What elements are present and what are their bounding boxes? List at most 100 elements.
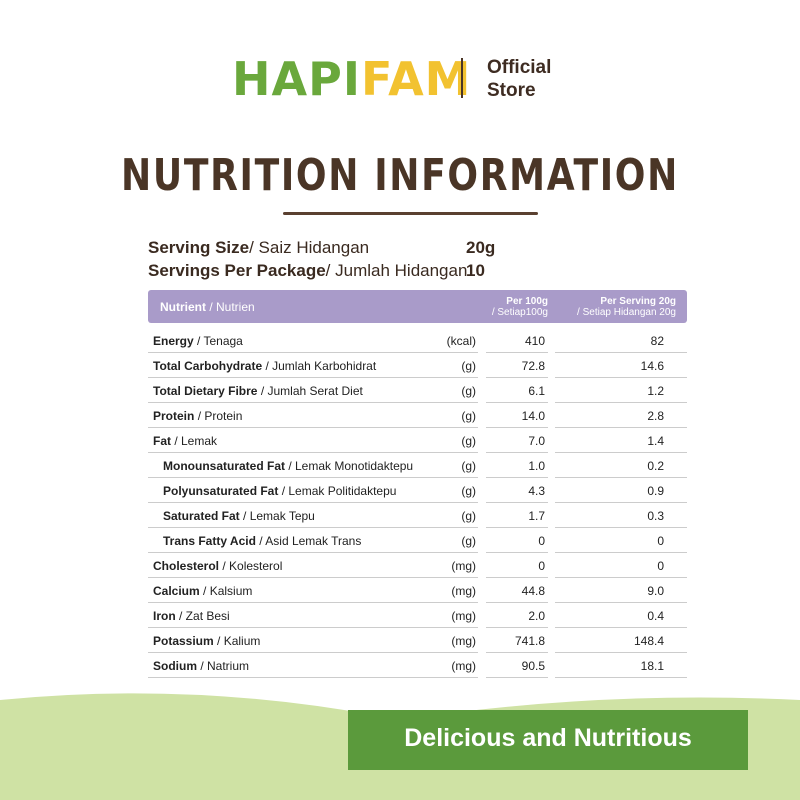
nutrient-name: Saturated Fat / Lemak Tepu: [163, 509, 315, 523]
row-line: [486, 652, 548, 653]
table-row: Total Carbohydrate / Jumlah Karbohidrat (…: [148, 353, 687, 378]
row-line: [148, 452, 478, 453]
nutrient-label: Protein: [153, 409, 195, 423]
nutrient-label-ms: / Kalsium: [203, 584, 253, 598]
nutrient-label-ms: / Kalium: [217, 634, 261, 648]
row-line: [486, 352, 548, 353]
title: NUTRITION INFORMATION: [121, 150, 679, 201]
row-line: [148, 402, 478, 403]
row-line: [148, 627, 478, 628]
nutrient-name: Total Dietary Fibre / Jumlah Serat Diet: [153, 384, 363, 398]
row-line: [555, 677, 687, 678]
store-line: Official: [487, 57, 552, 78]
unit: (mg): [451, 559, 476, 573]
unit: (g): [461, 384, 476, 398]
nutrient-label-ms: / Natrium: [200, 659, 250, 673]
serving-label-ms: / Saiz Hidangan: [249, 238, 370, 257]
per-100g: 1.7: [528, 509, 545, 523]
nutrient-label: Trans Fatty Acid: [163, 534, 256, 548]
nutrient-name: Fat / Lemak: [153, 434, 217, 448]
per-serving: 0.2: [647, 459, 664, 473]
unit: (mg): [451, 609, 476, 623]
table-row: Monounsaturated Fat / Lemak Monotidaktep…: [148, 453, 687, 478]
table-row: Iron / Zat Besi (mg) 2.0 0.4: [148, 603, 687, 628]
nutrient-label-ms: / Protein: [197, 409, 243, 423]
nutrient-name: Total Carbohydrate / Jumlah Karbohidrat: [153, 359, 376, 373]
per-100g: 44.8: [521, 584, 545, 598]
logo-left: HAPI: [232, 52, 361, 106]
per-serving: 1.4: [647, 434, 664, 448]
header-text-ms: / Nutrien: [209, 300, 255, 314]
row-line: [148, 577, 478, 578]
header-text: Per Serving 20g: [600, 296, 676, 307]
nutrient-label-ms: / Lemak Monotidaktepu: [288, 459, 414, 473]
nutrient-name: Energy / Tenaga: [153, 334, 243, 348]
serving-label-ms: / Jumlah Hidangan: [325, 261, 468, 280]
row-line: [486, 602, 548, 603]
nutrient-name: Polyunsaturated Fat / Lemak Politidaktep…: [163, 484, 396, 498]
table-row: Energy / Tenaga (kcal) 410 82: [148, 328, 687, 353]
per-100g: 4.3: [528, 484, 545, 498]
per-100g: 6.1: [528, 384, 545, 398]
title-underline: [283, 212, 538, 215]
table-row: Sodium / Natrium (mg) 90.5 18.1: [148, 653, 687, 678]
table-row: Calcium / Kalsium (mg) 44.8 9.0: [148, 578, 687, 603]
nutrient-label: Calcium: [153, 584, 200, 598]
row-line: [555, 427, 687, 428]
row-line: [148, 652, 478, 653]
nutrient-label: Total Carbohydrate: [153, 359, 263, 373]
per-serving: 148.4: [633, 634, 664, 648]
table-row: Polyunsaturated Fat / Lemak Politidaktep…: [148, 478, 687, 503]
row-line: [148, 352, 478, 353]
row-line: [555, 577, 687, 578]
row-line: [555, 652, 687, 653]
nutrient-label-ms: / Lemak Tepu: [243, 509, 315, 523]
row-line: [148, 552, 478, 553]
nutrient-name: Iron / Zat Besi: [153, 609, 230, 623]
per-serving: 0.9: [647, 484, 664, 498]
per-serving: 9.0: [647, 584, 664, 598]
row-line: [148, 677, 478, 678]
row-line: [486, 427, 548, 428]
row-line: [555, 602, 687, 603]
per-serving: 1.2: [647, 384, 664, 398]
nutrient-name: Trans Fatty Acid / Asid Lemak Trans: [163, 534, 361, 548]
nutrient-label-ms: / Jumlah Serat Diet: [260, 384, 363, 398]
table-row: Fat / Lemak (g) 7.0 1.4: [148, 428, 687, 453]
nutrient-name: Monounsaturated Fat / Lemak Monotidaktep…: [163, 459, 413, 473]
nutrient-name: Cholesterol / Kolesterol: [153, 559, 282, 573]
serving-size: Serving Size/ Saiz Hidangan 20g: [148, 238, 495, 258]
nutrient-name: Calcium / Kalsium: [153, 584, 252, 598]
row-line: [555, 402, 687, 403]
per-serving: 0.3: [647, 509, 664, 523]
nutrient-label-ms: / Asid Lemak Trans: [259, 534, 362, 548]
table-row: Trans Fatty Acid / Asid Lemak Trans (g) 0 0: [148, 528, 687, 553]
header-nutrient: Nutrient / Nutrien: [160, 300, 255, 314]
per-100g: 7.0: [528, 434, 545, 448]
unit: (g): [461, 484, 476, 498]
logo: HAPIFAM: [232, 52, 471, 106]
unit: (g): [461, 459, 476, 473]
per-serving: 0: [657, 534, 664, 548]
nutrient-name: Protein / Protein: [153, 409, 242, 423]
row-line: [486, 527, 548, 528]
table-row: Protein / Protein (g) 14.0 2.8: [148, 403, 687, 428]
unit: (kcal): [446, 334, 476, 348]
per-100g: 410: [524, 334, 545, 348]
unit: (g): [461, 434, 476, 448]
row-line: [148, 477, 478, 478]
nutrient-label-ms: / Kolesterol: [222, 559, 283, 573]
per-100g: 90.5: [521, 659, 545, 673]
header-text: Nutrient: [160, 300, 206, 314]
row-line: [555, 477, 687, 478]
row-line: [148, 377, 478, 378]
servings-per-package: Servings Per Package/ Jumlah Hidangan 10: [148, 261, 485, 281]
table-header: Nutrient / Nutrien Per 100g / Setiap100g …: [148, 290, 687, 323]
nutrient-label-ms: / Jumlah Karbohidrat: [265, 359, 377, 373]
table-row: Cholesterol / Kolesterol (mg) 0 0: [148, 553, 687, 578]
per-100g: 14.0: [521, 409, 545, 423]
row-line: [486, 627, 548, 628]
row-line: [486, 477, 548, 478]
serving-value: 20g: [466, 238, 496, 257]
unit: (g): [461, 409, 476, 423]
